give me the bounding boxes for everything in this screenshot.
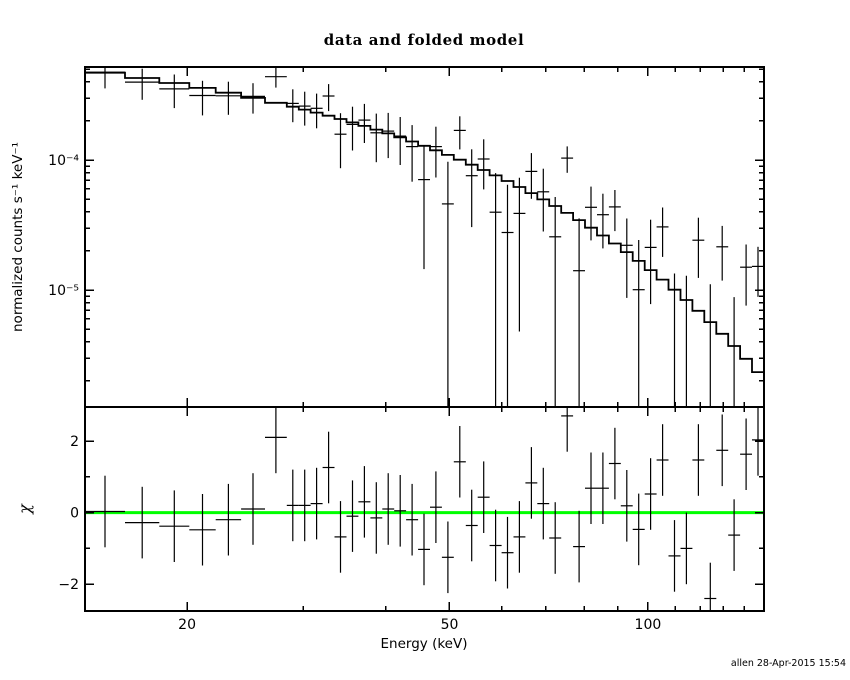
y-top-tick-label: 10⁻⁵ (48, 283, 79, 299)
x-tick-label: 100 (635, 617, 662, 633)
axis-ticks (85, 67, 764, 611)
x-tick-label: 50 (441, 617, 459, 633)
y-bottom-tick-label: −2 (58, 577, 79, 593)
bottom-panel-border (84, 406, 765, 612)
footer-timestamp: allen 28-Apr-2015 15:54 (731, 658, 846, 669)
y-axis-label-top: normalized counts s⁻¹ keV⁻¹ (10, 142, 26, 332)
x-axis-label: Energy (keV) (381, 636, 468, 652)
y-axis-label-bottom: χ (15, 503, 34, 515)
plot-title: data and folded model (324, 31, 525, 49)
y-bottom-tick-label: 0 (70, 506, 79, 522)
spectrum-data-points (85, 67, 764, 407)
x-tick-label: 20 (178, 617, 196, 633)
residual-points (85, 407, 764, 611)
y-top-tick-label: 10⁻⁴ (48, 153, 79, 169)
y-bottom-tick-label: 2 (70, 434, 79, 450)
